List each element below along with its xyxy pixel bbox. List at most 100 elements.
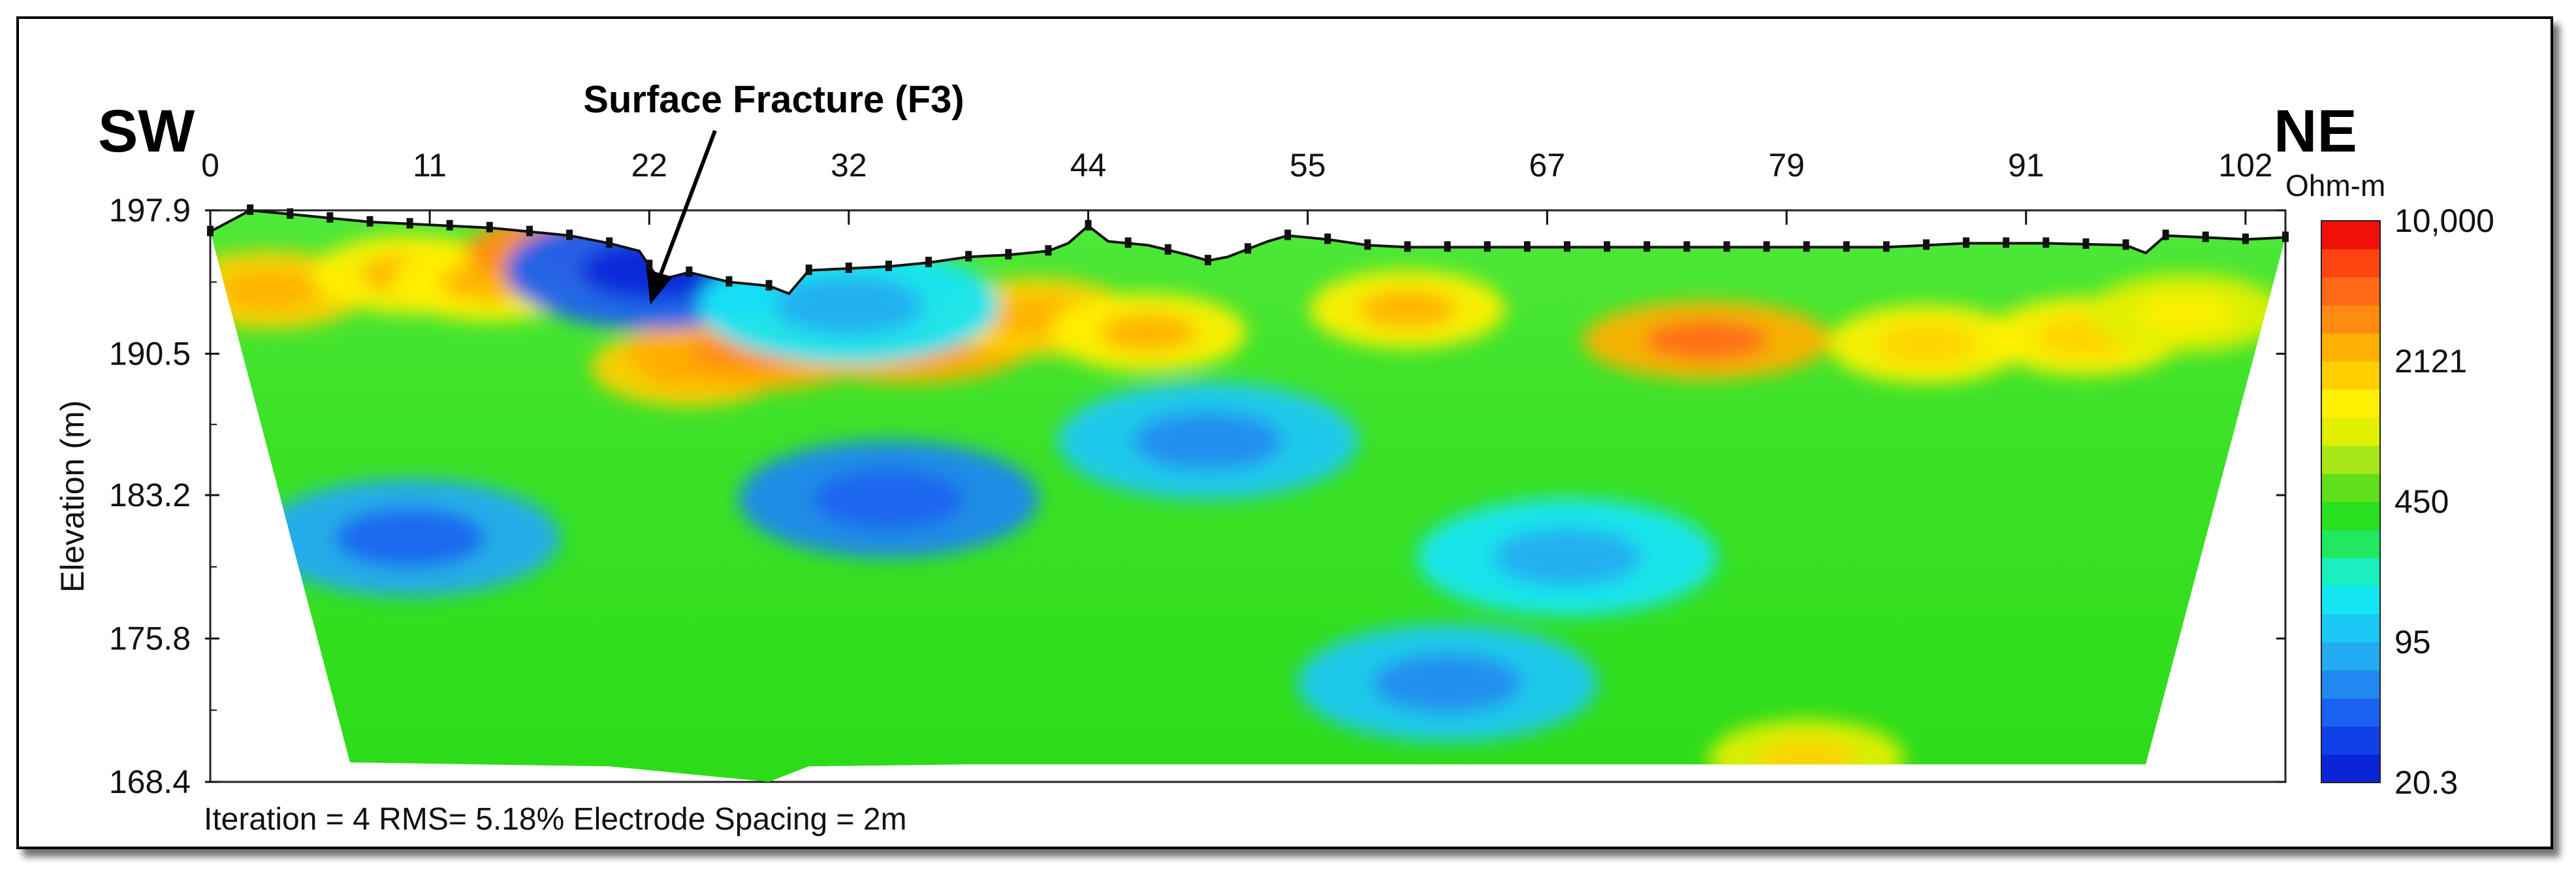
x-tick-label: 55 — [1290, 147, 1326, 184]
x-tick-label: 32 — [831, 147, 867, 184]
y-tick-label: 168.4 — [109, 764, 191, 800]
electrode-marker — [606, 237, 613, 248]
resistivity-anomaly-core — [813, 469, 964, 528]
x-tick-label: 91 — [2008, 147, 2044, 184]
right-axis — [2276, 209, 2285, 783]
electrode-marker — [1484, 241, 1491, 252]
colorbar-swatch — [2321, 754, 2380, 783]
electrode-marker — [1045, 245, 1052, 256]
surface-layer — [207, 204, 2289, 295]
x-tick-label: 44 — [1070, 147, 1107, 184]
colorbar-swatch — [2321, 221, 2380, 250]
electrode-marker — [446, 219, 453, 231]
colorbar-label: 450 — [2394, 483, 2449, 520]
electrode-marker — [366, 216, 374, 227]
resistivity-anomaly-core — [1877, 324, 1975, 364]
colorbar-swatch — [2321, 417, 2380, 446]
colorbar-swatch — [2321, 642, 2380, 671]
electrode-marker — [646, 259, 653, 270]
resistivity-anomaly-core — [1491, 527, 1642, 587]
electrode-marker — [2162, 229, 2169, 240]
electrode-marker — [326, 212, 334, 223]
footer-text: Iteration = 4 RMS= 5.18% Electrode Spaci… — [204, 802, 907, 837]
resistivity-anomaly-core — [2137, 293, 2235, 333]
electrode-marker — [2122, 239, 2129, 250]
colorbar-swatch — [2321, 333, 2380, 362]
x-tick-label: 67 — [1529, 147, 1566, 184]
x-tick-label: 102 — [2218, 147, 2272, 184]
resistivity-section — [210, 210, 2285, 782]
x-axis: 0 11 22 32 44 55 67 79 91 102 — [201, 147, 2273, 225]
electrode-marker — [1604, 241, 1611, 252]
colorbar-swatch — [2321, 558, 2380, 587]
electrode-marker — [2043, 237, 2050, 248]
resistivity-anomaly-core — [773, 276, 924, 335]
electrode-marker — [2242, 233, 2249, 244]
electrode-marker — [1644, 241, 1651, 252]
electrode-marker — [1204, 255, 1211, 266]
electrode-marker — [1843, 241, 1850, 252]
electrode-marker — [2282, 231, 2289, 242]
fracture-annotation: Surface Fracture (F3) — [583, 78, 964, 121]
colorbar-swatch — [2321, 586, 2380, 615]
ne-direction-label: NE — [2274, 98, 2357, 165]
colorbar-label: 2121 — [2394, 343, 2467, 380]
colorbar-label: 95 — [2394, 624, 2431, 660]
electrode-marker — [2082, 238, 2090, 249]
y-axis: 197.9 190.5 183.2 175.8 168.4 — [109, 192, 219, 800]
electrode-marker — [566, 229, 573, 240]
colorbar-swatch — [2321, 474, 2380, 502]
electrode-marker — [287, 208, 294, 219]
electrode-marker — [1563, 241, 1570, 252]
y-tick-label: 183.2 — [109, 477, 191, 513]
fracture-arrow — [646, 129, 717, 304]
electrode-marker — [2202, 231, 2209, 242]
electrode-marker — [247, 204, 254, 215]
colorbar-unit-label: Ohm-m — [2285, 169, 2385, 202]
electrode-marker — [486, 221, 493, 233]
electrode-marker — [526, 225, 533, 236]
resistivity-anomaly-core — [1099, 312, 1198, 352]
x-tick-label: 22 — [631, 147, 667, 184]
resistivity-anomaly-core — [334, 508, 485, 568]
colorbar-swatch — [2321, 670, 2380, 699]
electrode-marker — [406, 218, 413, 229]
sw-direction-label: SW — [98, 98, 195, 165]
colorbar-swatch — [2321, 389, 2380, 418]
colorbar-swatch — [2321, 726, 2380, 755]
electrode-marker — [1803, 241, 1810, 252]
colorbar-swatch — [2321, 361, 2380, 390]
electrode-marker — [885, 261, 892, 272]
electrode-marker — [1284, 229, 1292, 240]
electrode-marker — [805, 264, 812, 275]
electrode-marker — [765, 280, 772, 291]
colorbar-label: 20.3 — [2394, 764, 2458, 801]
electrode-marker — [1723, 241, 1730, 252]
electrode-marker — [1005, 249, 1012, 260]
x-tick-label: 79 — [1768, 147, 1805, 184]
colorbar-swatch — [2321, 445, 2380, 474]
y-axis-label: Elevation (m) — [54, 400, 91, 593]
electrode-marker — [1245, 243, 1251, 254]
electrode-marker — [1444, 241, 1451, 252]
electrode-marker — [965, 251, 972, 262]
x-tick-label: 0 — [201, 147, 219, 184]
electrode-marker — [725, 276, 733, 287]
electrode-marker — [207, 225, 214, 236]
colorbar-swatch — [2321, 249, 2380, 278]
colorbar-swatch — [2321, 502, 2380, 530]
y-tick-label: 190.5 — [109, 335, 191, 372]
electrode-marker — [1085, 219, 1092, 231]
electrode-marker — [1683, 241, 1691, 252]
colorbar-label: 10,000 — [2394, 202, 2494, 239]
electrode-marker — [1324, 233, 1331, 244]
colorbar: 10,000 2121 450 95 20.3 — [2321, 202, 2494, 801]
electrode-marker — [845, 262, 852, 273]
electrode-marker — [1124, 237, 1132, 248]
colorbar-swatch — [2321, 277, 2380, 306]
electrode-marker — [1883, 241, 1890, 252]
colorbar-swatch — [2321, 530, 2380, 558]
electrode-marker — [925, 257, 932, 268]
colorbar-swatch — [2321, 305, 2380, 334]
